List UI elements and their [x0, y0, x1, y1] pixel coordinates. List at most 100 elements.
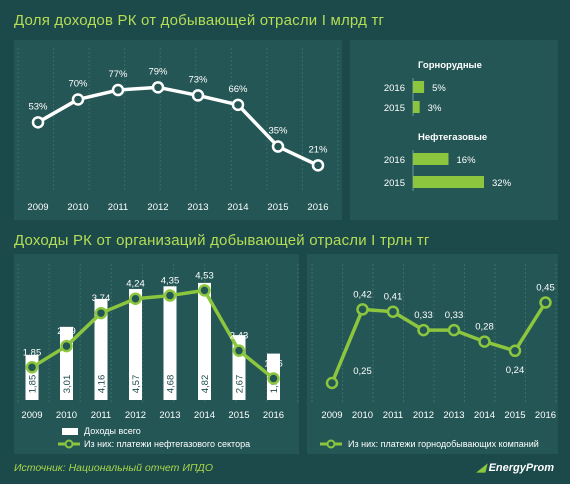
mining-data-label: 0,28: [475, 322, 494, 333]
group-title: Нефтегазовые: [418, 132, 487, 143]
revenue-bar-label: 1,85: [28, 375, 39, 394]
oilgas-data-label: 2,59: [57, 326, 76, 337]
share-point: [111, 83, 125, 97]
share-point: [231, 98, 245, 112]
share-bar: [413, 176, 484, 188]
mining-year-tick: 2012: [413, 410, 434, 421]
share-year-tick: 2014: [227, 202, 248, 213]
share-point: [271, 140, 285, 153]
mining-point: [447, 323, 461, 337]
share-year-tick: 2010: [67, 202, 88, 213]
share-point: [151, 81, 165, 94]
bottom-chart-title: Доходы РК от организаций добывающей отра…: [14, 232, 430, 249]
share-bar-year: 2016: [384, 155, 405, 166]
oilgas-data-label: 3,74: [92, 293, 111, 304]
revenue-bar-label: 3,01: [62, 375, 73, 394]
revenue-bar: [198, 282, 211, 400]
revenue-bar-label: 4,16: [97, 375, 108, 394]
mining-data-label: 0,33: [445, 310, 464, 321]
legend-line-marker: [64, 439, 74, 449]
legend-bar-swatch: [62, 428, 78, 435]
mining-point: [508, 344, 522, 358]
share-bar-year: 2015: [384, 103, 405, 114]
legend-line-label: Из них: платежи нефтегазового сектора: [84, 439, 250, 449]
share-bar: [413, 101, 420, 113]
mining-data-label: 0,33: [414, 310, 433, 321]
mining-point: [478, 335, 491, 348]
mining-point: [539, 296, 552, 309]
share-year-tick: 2012: [147, 202, 168, 213]
share-bar-label: 3%: [428, 103, 442, 114]
share-data-label: 73%: [188, 74, 208, 85]
mining-year-tick: 2010: [352, 410, 373, 421]
revenue-year-tick: 2013: [159, 410, 180, 421]
mining-data-label: 0,42: [353, 289, 372, 300]
mining-year-tick: 2013: [443, 410, 464, 421]
oilgas-data-label: 1,85: [23, 347, 42, 358]
mining-point: [325, 376, 339, 390]
share-bar-label: 32%: [492, 178, 512, 189]
share-data-label: 66%: [228, 84, 248, 95]
revenue-year-tick: 2012: [125, 410, 146, 421]
share-year-tick: 2011: [108, 202, 128, 213]
mining-point: [356, 303, 369, 316]
share-data-label: 35%: [268, 126, 288, 137]
mining-data-label: 0,24: [506, 365, 525, 376]
oilgas-data-label: 4,53: [195, 270, 214, 281]
panel-share-line: [14, 40, 342, 220]
oilgas-point: [267, 372, 280, 385]
revenue-year-tick: 2011: [91, 410, 111, 421]
brand-name: EnergyProm: [488, 462, 554, 474]
mining-point: [417, 323, 430, 337]
revenue-bar-label: 4,57: [131, 375, 142, 394]
share-data-label: 70%: [68, 78, 88, 89]
brand-mark-icon: ◢: [477, 462, 486, 474]
revenue-year-tick: 2016: [263, 410, 284, 421]
oilgas-data-label: 4,24: [126, 279, 145, 290]
share-bar: [413, 153, 449, 165]
revenue-bar-label: 4,68: [166, 375, 177, 394]
share-bar: [413, 81, 425, 93]
mining-year-tick: 2009: [321, 410, 342, 421]
oilgas-line: [31, 288, 275, 380]
mining-year-tick: 2016: [535, 410, 556, 421]
legend-bar-label: Доходы всего: [84, 426, 141, 436]
revenue-bar: [163, 286, 177, 400]
share-year-tick: 2015: [267, 202, 288, 213]
oilgas-point: [129, 292, 142, 305]
oilgas-point: [25, 361, 39, 374]
share-year-tick: 2009: [27, 202, 48, 213]
revenue-bar-label: 2,67: [235, 375, 246, 394]
revenue-year-tick: 2014: [194, 410, 215, 421]
source-note: Источник: Национальный отчет ИПДО: [14, 462, 213, 474]
oilgas-data-label: 1,46: [264, 359, 283, 370]
brand-logo: ◢ EnergyProm: [477, 461, 554, 474]
panel-share-bars: [350, 40, 558, 220]
share-bar-label: 5%: [432, 83, 446, 94]
share-point: [191, 89, 205, 102]
revenue-year-tick: 2010: [56, 410, 77, 421]
oilgas-point: [60, 339, 73, 353]
share-data-label: 79%: [148, 66, 168, 77]
share-point: [31, 116, 45, 129]
share-data-label: 77%: [108, 69, 128, 80]
group-title: Горнорудные: [418, 60, 482, 71]
mining-data-label: 0,41: [384, 292, 403, 303]
revenue-bar: [94, 298, 108, 400]
oilgas-point: [232, 344, 246, 357]
oilgas-point: [198, 284, 211, 297]
share-year-tick: 2016: [307, 202, 328, 213]
share-bar-year: 2016: [384, 83, 405, 94]
share-line: [37, 85, 319, 167]
oilgas-point: [163, 289, 177, 302]
legend-mining-label: Из них: платежи горнодобывающих компаний: [348, 439, 539, 449]
revenue-bar: [129, 288, 142, 400]
oilgas-data-label: 2,43: [230, 331, 249, 342]
mining-year-tick: 2015: [504, 410, 525, 421]
share-year-tick: 2013: [187, 202, 208, 213]
mining-secondary-label: 0,25: [353, 366, 372, 377]
share-point: [311, 159, 325, 172]
share-data-label: 21%: [308, 144, 328, 155]
mining-data-label: 0,45: [536, 283, 555, 294]
